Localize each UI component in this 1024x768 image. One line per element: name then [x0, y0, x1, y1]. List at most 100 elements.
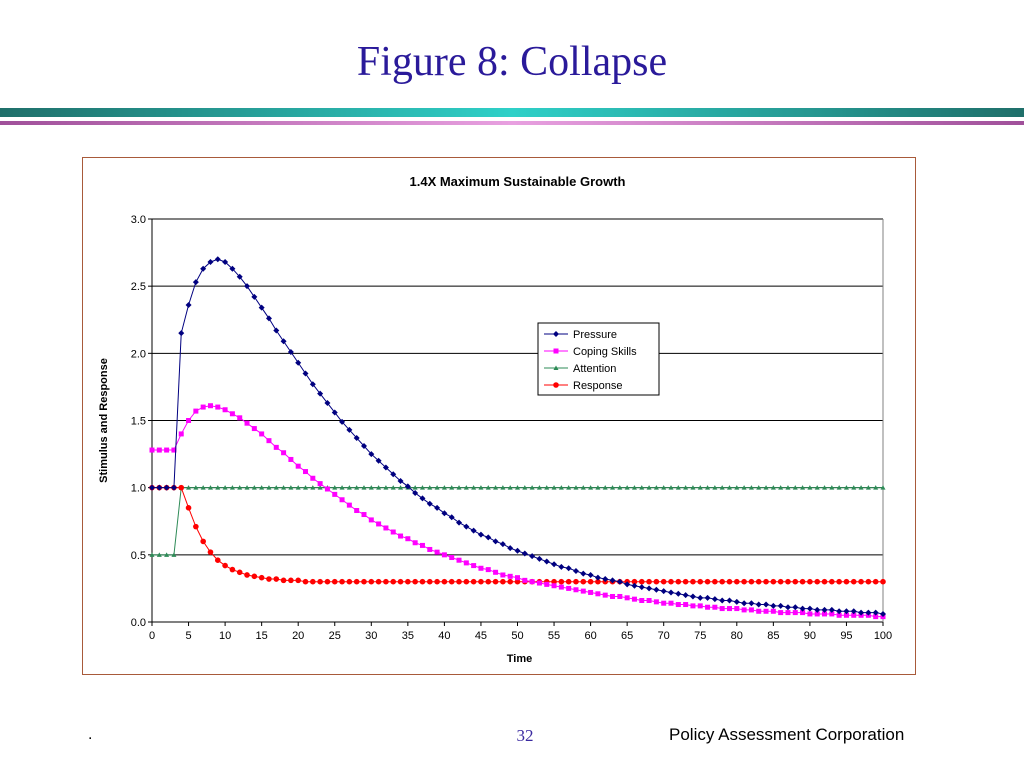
- point-coping-skills: [324, 486, 330, 492]
- point-coping-skills: [697, 603, 703, 609]
- point-pressure: [434, 504, 441, 511]
- point-attention: [171, 552, 177, 557]
- point-pressure: [858, 609, 865, 616]
- point-pressure: [806, 605, 813, 612]
- point-attention: [273, 485, 279, 490]
- point-response: [375, 578, 382, 585]
- point-coping-skills: [741, 607, 747, 613]
- point-pressure: [346, 426, 353, 433]
- point-pressure: [492, 538, 499, 545]
- point-pressure: [200, 265, 207, 272]
- point-coping-skills: [259, 431, 265, 437]
- point-response: [331, 578, 338, 585]
- point-response: [514, 578, 521, 585]
- point-pressure: [850, 608, 857, 615]
- point-attention: [149, 552, 155, 557]
- point-pressure: [222, 258, 229, 265]
- point-pressure: [441, 510, 448, 517]
- point-coping-skills: [222, 407, 228, 413]
- point-response: [777, 578, 784, 585]
- point-attention: [529, 485, 535, 490]
- point-coping-skills: [653, 599, 659, 605]
- point-coping-skills: [536, 580, 542, 586]
- point-attention: [690, 485, 696, 490]
- x-axis-title: Time: [507, 653, 532, 665]
- point-response: [587, 578, 594, 585]
- point-attention: [229, 485, 235, 490]
- point-attention: [244, 485, 250, 490]
- point-attention: [295, 485, 301, 490]
- point-coping-skills: [807, 611, 813, 617]
- point-pressure: [711, 596, 718, 603]
- point-pressure: [331, 409, 338, 416]
- point-coping-skills: [164, 447, 170, 453]
- point-attention: [288, 485, 294, 490]
- point-response: [704, 578, 711, 585]
- point-coping-skills: [705, 604, 711, 610]
- point-response: [397, 578, 404, 585]
- point-pressure: [784, 604, 791, 611]
- point-attention: [880, 485, 886, 490]
- x-tick-label: 55: [548, 630, 560, 642]
- point-attention: [573, 485, 579, 490]
- y-tick-label: 3.0: [131, 214, 146, 226]
- point-coping-skills: [251, 426, 257, 432]
- point-attention: [251, 485, 257, 490]
- point-attention: [427, 485, 433, 490]
- point-attention: [398, 485, 404, 490]
- point-pressure: [675, 590, 682, 597]
- point-attention: [785, 485, 791, 490]
- point-attention: [646, 485, 652, 490]
- point-attention: [719, 485, 725, 490]
- point-pressure: [770, 602, 777, 609]
- point-response: [836, 578, 842, 585]
- point-coping-skills: [193, 408, 199, 414]
- point-response: [580, 578, 587, 585]
- point-attention: [778, 485, 784, 490]
- point-attention: [222, 485, 228, 490]
- point-coping-skills: [229, 411, 235, 417]
- point-response: [434, 578, 440, 585]
- point-coping-skills: [441, 552, 447, 558]
- point-response: [734, 578, 740, 585]
- point-response: [675, 578, 682, 585]
- point-coping-skills: [500, 572, 506, 578]
- point-attention: [602, 485, 608, 490]
- point-pressure: [244, 283, 251, 290]
- point-response: [258, 574, 265, 581]
- point-pressure: [602, 576, 609, 583]
- point-coping-skills: [829, 611, 835, 617]
- point-attention: [836, 485, 842, 490]
- point-coping-skills: [449, 555, 455, 561]
- point-coping-skills: [310, 475, 316, 481]
- x-tick-label: 90: [804, 630, 816, 642]
- point-coping-skills: [631, 596, 637, 602]
- point-pressure: [456, 519, 463, 526]
- x-tick-label: 70: [658, 630, 670, 642]
- point-response: [222, 562, 228, 569]
- point-attention: [705, 485, 711, 490]
- point-attention: [449, 485, 455, 490]
- point-attention: [266, 485, 272, 490]
- point-coping-skills: [529, 579, 535, 585]
- footer-left-text: .: [88, 726, 93, 743]
- point-coping-skills: [595, 591, 601, 597]
- series-line-pressure: [152, 258, 884, 615]
- point-attention: [164, 552, 170, 557]
- point-coping-skills: [456, 557, 462, 563]
- point-pressure: [485, 534, 492, 541]
- point-pressure: [390, 471, 397, 478]
- point-coping-skills: [558, 584, 564, 590]
- point-pressure: [799, 605, 806, 612]
- point-attention: [156, 552, 162, 557]
- point-coping-skills: [734, 606, 740, 612]
- series-line-attention: [152, 487, 883, 556]
- point-response: [470, 578, 477, 585]
- point-pressure: [609, 577, 616, 584]
- point-coping-skills: [573, 587, 579, 593]
- point-attention: [390, 485, 396, 490]
- legend-box: [537, 322, 660, 396]
- point-attention: [419, 485, 425, 490]
- point-coping-skills: [544, 581, 550, 587]
- slide-title: Figure 8: Collapse: [356, 39, 668, 85]
